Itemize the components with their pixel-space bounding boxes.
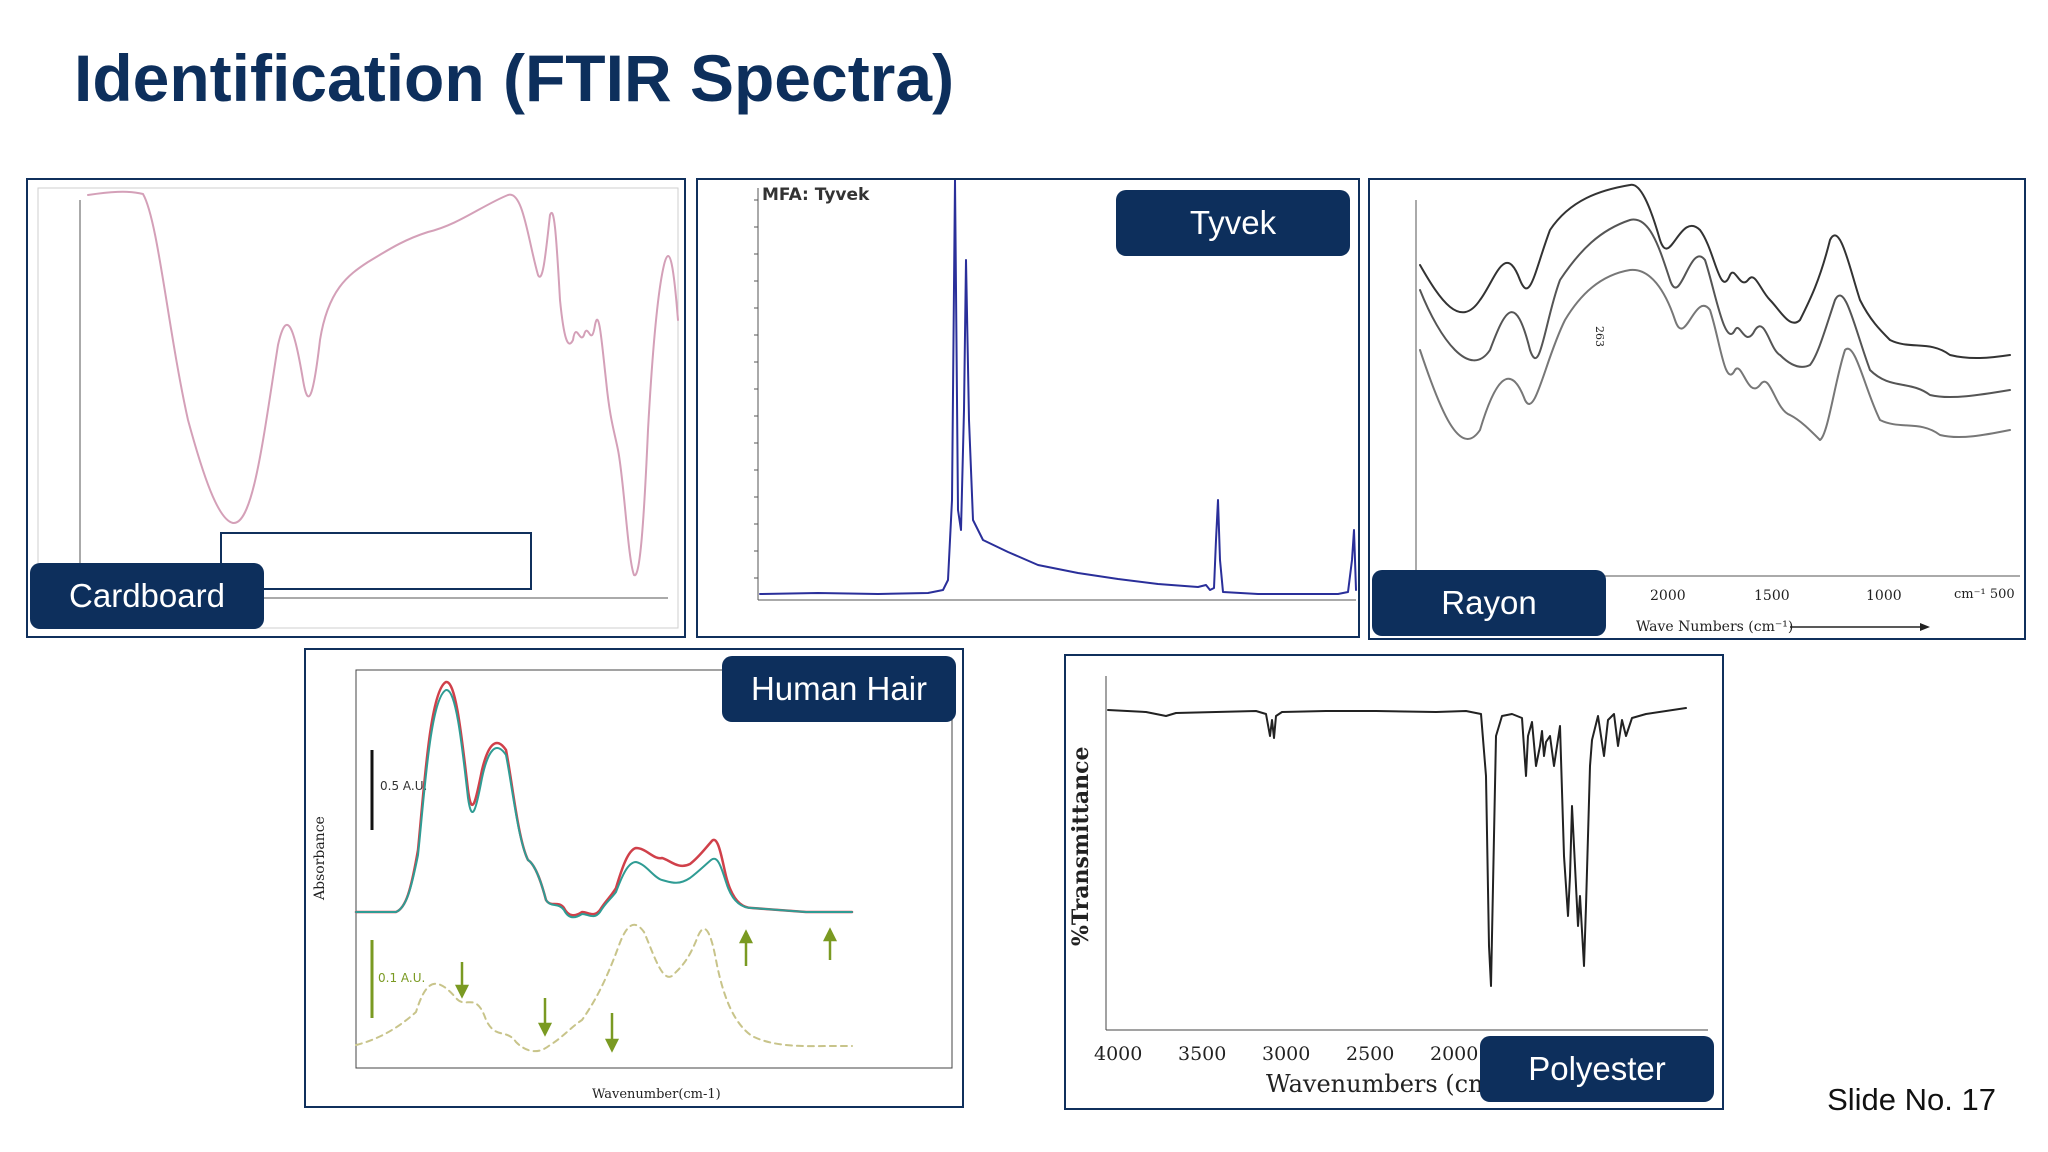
rayon-spectrum-chart: 263 2000 1500 1000 cm⁻¹ 500 Wave Numbers… bbox=[1415, 183, 2020, 635]
rayon-x-tick: cm⁻¹ 500 bbox=[1954, 587, 2015, 602]
polyester-y-axis-label: %Transmittance bbox=[1068, 746, 1094, 946]
cardboard-spectrum-chart bbox=[37, 187, 679, 629]
tyvek-y-ticks bbox=[754, 199, 758, 579]
hair-scale-bottom: 0.1 A.U. bbox=[378, 971, 425, 985]
rayon-x-axis-label: Wave Numbers (cm⁻¹) bbox=[1636, 619, 1793, 635]
rayon-spectrum-panel: 263 2000 1500 1000 cm⁻¹ 500 Wave Numbers… bbox=[1368, 178, 2026, 640]
tyvek-plot-title: MFA: Tyvek bbox=[762, 185, 870, 205]
polyester-spectrum-line bbox=[1107, 707, 1687, 987]
hair-spectrum-red bbox=[354, 680, 854, 917]
rayon-x-ticks: 2000 1500 1000 cm⁻¹ 500 bbox=[1650, 587, 2015, 604]
polyester-x-tick: 4000 bbox=[1094, 1043, 1142, 1065]
polyester-spectrum-panel: %Transmittance 4000 3500 3000 2500 2000 … bbox=[1064, 654, 1724, 1110]
polyester-x-tick: 3000 bbox=[1262, 1043, 1310, 1065]
tyvek-spectrum-chart: MFA: Tyvek bbox=[754, 180, 1357, 601]
hair-scale-top: 0.5 A.U. bbox=[380, 779, 427, 793]
hair-spectrum-dashed bbox=[355, 923, 853, 1053]
polyester-x-tick: 2000 bbox=[1430, 1043, 1478, 1065]
hair-spectrum-teal bbox=[355, 689, 853, 919]
rayon-x-tick: 1500 bbox=[1754, 588, 1790, 604]
rayon-x-tick: 1000 bbox=[1866, 588, 1902, 604]
hair-y-axis-label: Absorbance bbox=[312, 816, 328, 901]
slide-number: Slide No. 17 bbox=[1827, 1082, 1996, 1117]
human-hair-tag: Human Hair bbox=[722, 656, 956, 722]
svg-text:263: 263 bbox=[1593, 326, 1606, 347]
polyester-x-ticks: 4000 3500 3000 2500 2000 bbox=[1094, 1043, 1478, 1065]
polyester-x-tick: 2500 bbox=[1346, 1043, 1394, 1065]
hair-arrows bbox=[454, 927, 838, 1053]
slide-title: Identification (FTIR Spectra) bbox=[74, 41, 955, 115]
polyester-spectrum-chart: %Transmittance 4000 3500 3000 2500 2000 … bbox=[1068, 676, 1708, 1098]
rayon-spectrum-line-c bbox=[1419, 268, 2011, 441]
tyvek-spectrum-line bbox=[759, 180, 1357, 595]
human-hair-spectrum-panel: Absorbance 0.5 A.U. 0.1 A.U. Wavenumber(… bbox=[304, 648, 964, 1108]
cardboard-blank-box bbox=[220, 532, 532, 590]
human-hair-spectrum-chart: Absorbance 0.5 A.U. 0.1 A.U. Wavenumber(… bbox=[312, 669, 953, 1102]
rayon-x-tick: 2000 bbox=[1650, 588, 1686, 604]
polyester-x-axis-label: Wavenumbers (cm⁻¹) bbox=[1266, 1070, 1523, 1098]
rayon-spectrum-line-b bbox=[1419, 218, 2011, 399]
cardboard-tag: Cardboard bbox=[30, 563, 264, 629]
polyester-tag: Polyester bbox=[1480, 1036, 1714, 1102]
rayon-tag: Rayon bbox=[1372, 570, 1606, 636]
tyvek-tag: Tyvek bbox=[1116, 190, 1350, 256]
cardboard-spectrum-line bbox=[87, 190, 679, 577]
hair-x-axis-label: Wavenumber(cm-1) bbox=[592, 1087, 721, 1102]
rayon-spectrum-line-a bbox=[1419, 183, 2011, 359]
polyester-x-tick: 3500 bbox=[1178, 1043, 1226, 1065]
cardboard-spectrum-panel bbox=[26, 178, 686, 638]
